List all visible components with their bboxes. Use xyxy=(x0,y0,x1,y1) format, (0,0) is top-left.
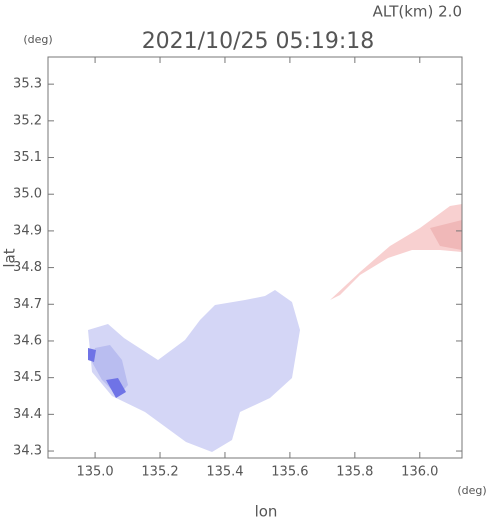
y-tick-label: 34.6 xyxy=(13,333,42,348)
y-tick-label: 34.5 xyxy=(13,370,42,385)
y-tick-label: 34.3 xyxy=(13,444,42,459)
x-tick-label: 135.0 xyxy=(76,465,113,480)
plot-frame xyxy=(47,56,463,459)
y-tick-label: 34.7 xyxy=(13,297,42,312)
field-spot xyxy=(88,348,96,362)
y-axis-label: lat xyxy=(1,248,19,267)
y-tick-label: 35.2 xyxy=(13,113,42,128)
y-tick-label: 35.0 xyxy=(13,187,42,202)
field-plume-dark xyxy=(430,220,462,250)
y-tick-label: 34.8 xyxy=(13,260,42,275)
field-spot xyxy=(106,378,126,398)
x-unit: (deg) xyxy=(457,484,486,497)
x-tick-label: 135.6 xyxy=(271,465,308,480)
x-tick-label: 135.8 xyxy=(336,465,373,480)
field-plume xyxy=(330,204,462,300)
altitude-label: ALT(km) 2.0 xyxy=(373,3,462,21)
y-tick-label: 35.1 xyxy=(13,150,42,165)
y-tick-label: 35.3 xyxy=(13,77,42,92)
chart-title: 2021/10/25 05:19:18 xyxy=(142,29,375,54)
field-region xyxy=(88,290,300,452)
x-tick-label: 135.4 xyxy=(206,465,243,480)
x-axis-label: lon xyxy=(255,503,278,521)
x-tick-label: 135.2 xyxy=(141,465,178,480)
x-tick-label: 136.0 xyxy=(401,465,438,480)
y-unit: (deg) xyxy=(23,33,52,46)
y-tick-label: 34.9 xyxy=(13,223,42,238)
y-tick-label: 34.4 xyxy=(13,407,42,422)
field xyxy=(88,204,462,452)
